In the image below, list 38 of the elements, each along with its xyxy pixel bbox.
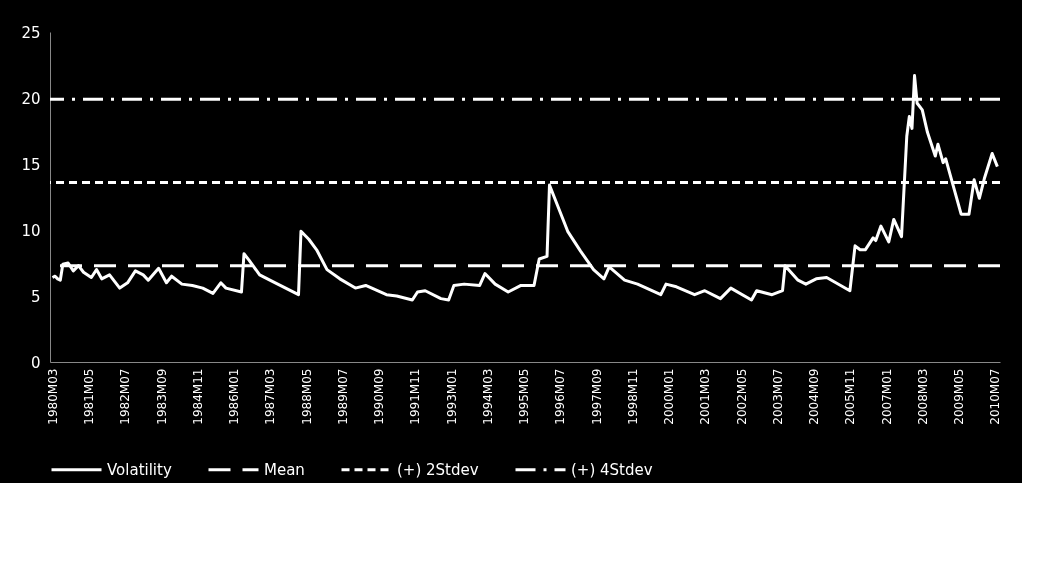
x-tick-label: 2000M01 (662, 368, 677, 425)
x-tick-label: 2005M11 (843, 368, 858, 425)
x-tick-label: 2008M03 (915, 368, 930, 425)
x-tick-label: 1998M11 (625, 368, 640, 425)
x-tick-label: 1987M03 (263, 368, 278, 425)
x-tick-label: 1996M07 (553, 368, 568, 425)
x-tick-label: 1983M09 (154, 368, 169, 425)
x-tick-label: 1980M03 (45, 368, 60, 425)
x-tick-label: 1990M09 (372, 368, 387, 425)
legend-label: Volatility (107, 460, 172, 479)
x-tick-label: 2002M05 (734, 368, 749, 425)
y-tick-label: 0 (30, 353, 41, 372)
x-tick-label: 2009M05 (952, 368, 966, 425)
legend-label: (+) 4Stdev (571, 460, 653, 479)
x-tick-label: 1981M05 (82, 368, 97, 425)
x-tick-label: 1989M07 (335, 368, 350, 425)
x-tick-label: 1982M07 (118, 368, 133, 425)
x-tick-label: 2001M03 (698, 368, 713, 425)
x-tick-label: 2010M07 (988, 368, 1003, 425)
x-tick-label: 2007M01 (879, 368, 894, 425)
x-tick-label: 1994M03 (480, 368, 495, 425)
legend-label: Mean (264, 460, 305, 479)
x-tick-label: 1986M01 (227, 368, 242, 425)
x-tick-label: 1993M01 (444, 368, 459, 425)
line-series (50, 74, 999, 302)
y-tick-label: 10 (21, 221, 41, 240)
x-tick-label: 1988M05 (299, 368, 314, 425)
x-tick-label: 1984M11 (191, 368, 206, 425)
x-tick-label: 2004M09 (807, 368, 822, 425)
x-tick-label: 1995M05 (517, 368, 532, 425)
y-tick-label: 25 (21, 23, 41, 42)
x-tick-label: 2003M07 (770, 368, 785, 425)
y-tick-label: 20 (21, 89, 41, 108)
legend-label: (+) 2Stdev (397, 460, 479, 479)
y-tick-label: 15 (21, 155, 41, 174)
y-tick-label: 5 (30, 287, 41, 306)
x-tick-label: 1991M11 (408, 368, 423, 425)
x-tick-label: 1997M09 (589, 368, 604, 425)
